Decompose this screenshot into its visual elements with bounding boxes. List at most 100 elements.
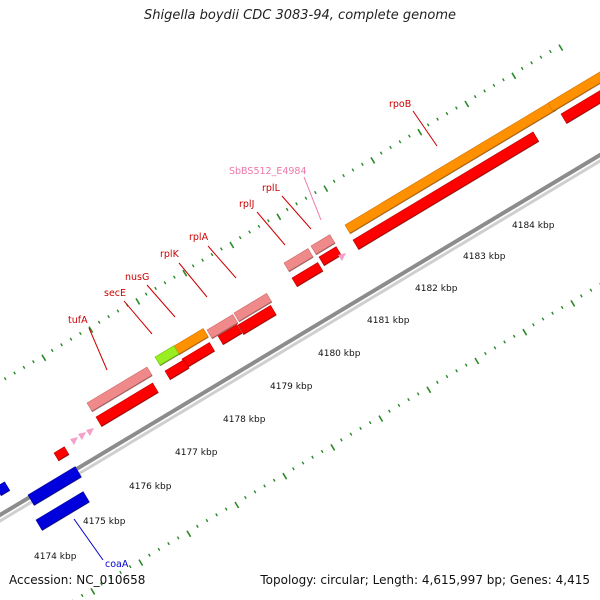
gene-label-rplJ[interactable]: rplJ [239,199,254,210]
outer-tick-mark [266,219,270,223]
outer-tick-mark [389,145,392,150]
small-red-gene-block[interactable] [53,446,70,462]
trna-marker[interactable] [78,432,86,440]
trna-marker[interactable] [70,437,78,445]
scale-tick-label: 4176 kbp [129,482,172,492]
inner-tick-mark [407,397,410,402]
inner-tick-mark [291,467,295,471]
outer-tick-mark [445,111,449,116]
leader-line-coaA [73,518,104,561]
inner-tick-mark [349,432,353,436]
outer-tick-mark [501,78,505,82]
outer-tick-mark [473,94,477,99]
outer-tick-mark [3,376,7,381]
gene-label-rpoB[interactable]: rpoB [389,99,411,110]
gene-rplK-strand-block[interactable] [217,324,243,346]
gene-label-nusG[interactable]: nusG [125,272,149,283]
gene-label-secE[interactable]: secE [104,288,126,299]
inner-tick-mark [282,472,288,480]
trna-marker[interactable] [86,428,94,436]
inner-tick-mark [147,553,151,557]
outer-tick-mark [464,100,470,108]
inner-tick-mark [589,288,593,292]
gene-tufA-block[interactable] [86,366,153,413]
leader-line-tufA [88,327,108,371]
outer-tick-mark [229,241,235,249]
outer-tick-mark [191,264,195,268]
inner-tick-mark [119,570,122,575]
gene-rpoC-block[interactable] [547,67,600,113]
gene-label-rplA[interactable]: rplA [189,232,209,243]
leader-line-rplL [281,195,312,230]
gene-label-SbBS512_E4984[interactable]: SbBS512_E4984 [229,166,307,177]
scale-tick-label: 4177 kbp [175,448,218,458]
outer-tick-mark [13,371,16,375]
gene-rplA-block[interactable] [233,293,273,323]
gene-rpoB-strand-block[interactable] [352,131,540,251]
outer-tick-mark [417,128,423,136]
gene-label-rplK[interactable]: rplK [160,249,180,260]
gene-label-tufA[interactable]: tufA [68,315,88,326]
gene-rplA-strand-block[interactable] [237,305,277,336]
gene-rplK-block[interactable] [206,314,239,340]
gene-rplJ-block[interactable] [283,248,314,273]
leader-line-rpoB [412,110,438,147]
scale-tick-label: 4183 kbp [463,252,506,262]
feature-layer [0,67,600,531]
inner-tick-mark [464,363,468,367]
outer-tick-mark [558,44,564,52]
outer-tick-mark [257,224,261,229]
outer-tick-mark [398,140,402,144]
leader-line-nusG [146,284,176,318]
gene-tufA-strand-block[interactable] [95,382,159,428]
outer-tick-mark [31,360,35,364]
inner-tick-mark [263,484,266,488]
inner-tick-mark [359,426,362,431]
gene-coaA-strand-block[interactable] [35,491,90,531]
outer-tick-mark [276,213,282,221]
gene-rplL-block[interactable] [310,234,336,256]
inner-tick-mark [570,299,576,307]
inner-tick-mark [522,328,528,336]
scale-tick-label: 4181 kbp [367,316,410,326]
outer-tick-mark [454,106,458,110]
outer-tick-mark [332,179,336,183]
outer-tick-mark [483,89,486,93]
inner-tick-mark [234,501,240,509]
outer-tick-mark [154,286,157,291]
inner-tick-mark [186,530,192,538]
outer-tick-mark [69,337,73,341]
inner-tick-mark [551,311,554,315]
inner-tick-mark [205,518,209,523]
inner-tick-mark [445,374,449,379]
gene-label-rplL[interactable]: rplL [262,183,281,194]
outer-tick-mark [370,156,376,164]
outer-tick-mark [407,134,411,138]
outer-tick-mark [219,247,223,251]
inner-tick-mark [493,346,497,350]
scale-tick-label: 4178 kbp [223,415,266,425]
map-title: Shigella boydii CDC 3083-94, complete ge… [143,8,457,23]
outer-tick-mark [116,309,120,313]
inner-tick-mark [560,305,564,310]
leader-line-rplJ [256,211,286,246]
inner-tick-mark [80,593,84,598]
gene-rpoB-block[interactable] [344,101,557,235]
inner-tick-mark [474,357,480,365]
gene-coaA-block[interactable] [27,466,82,506]
gene-offscreen-blue-block[interactable] [0,481,11,497]
inner-tick-mark [512,334,516,338]
gene-secE-block[interactable] [154,345,180,367]
gene-secE-strand-block[interactable] [164,359,190,381]
gene-rplJ-strand-block[interactable] [291,262,324,288]
inner-tick-mark [128,564,132,569]
trna-marker[interactable] [338,253,346,261]
inner-tick-mark [99,582,103,586]
gene-label-coaA[interactable]: coaA [105,559,129,570]
outer-tick-mark [210,252,214,257]
outer-tick-mark [539,55,543,59]
outer-tick-mark [426,123,430,127]
outer-tick-mark [144,292,148,296]
gene-rpoC-strand-block[interactable] [560,83,600,125]
